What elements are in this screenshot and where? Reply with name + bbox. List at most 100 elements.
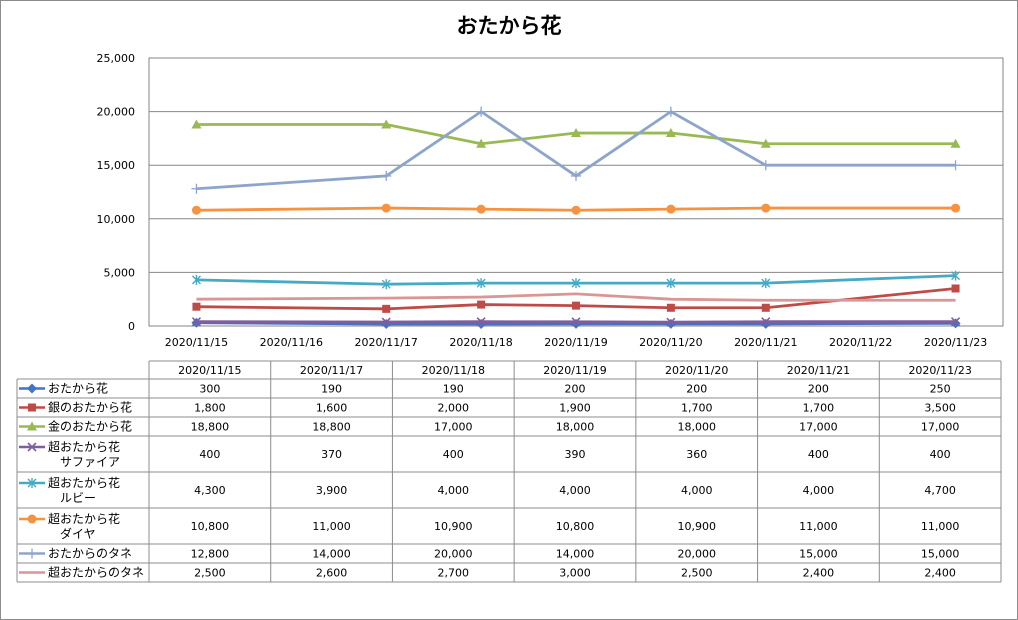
- table-header-cell: 2020/11/23: [908, 364, 971, 377]
- x-tick-label: 2020/11/18: [449, 336, 512, 349]
- series-5-point: [191, 274, 201, 285]
- x-tick-label: 2020/11/19: [544, 336, 607, 349]
- table-value-cell: 14,000: [312, 548, 351, 561]
- series-7-point: [476, 106, 487, 117]
- table-value-cell: 11,000: [312, 520, 351, 533]
- table-value-cell: 1,700: [681, 402, 713, 415]
- series-6-point: [951, 203, 961, 213]
- table-header-cell: 2020/11/15: [178, 364, 241, 377]
- series-7-point: [381, 170, 392, 181]
- table-value-cell: 2,000: [438, 402, 470, 415]
- table-value-cell: 20,000: [677, 548, 716, 561]
- series-7-point: [760, 160, 771, 171]
- series-1-point: [950, 318, 961, 329]
- table-value-cell: 11,000: [921, 520, 960, 533]
- table-value-cell: 190: [321, 383, 342, 396]
- series-3-point: [191, 119, 202, 129]
- series-label: 超おたから花: [48, 439, 120, 454]
- table-value-cell: 4,000: [438, 484, 470, 497]
- y-tick-label: 15,000: [97, 159, 136, 172]
- table-value-cell: 1,600: [316, 402, 348, 415]
- series-6-point: [381, 203, 391, 213]
- series-2-point: [951, 284, 960, 293]
- series-6-point: [571, 205, 581, 215]
- series-7-point: [571, 170, 581, 181]
- legend-key-marker: [27, 478, 37, 488]
- series-6-point: [191, 205, 201, 215]
- series-7-point: [665, 106, 676, 117]
- table-value-cell: 4,300: [194, 484, 226, 497]
- table-value-cell: 10,800: [556, 520, 595, 533]
- series-3-point: [476, 138, 487, 148]
- x-tick-label: 2020/11/22: [829, 336, 892, 349]
- series-2-point: [761, 303, 770, 312]
- y-tick-label: 0: [128, 320, 135, 333]
- table-value-cell: 17,000: [799, 421, 838, 434]
- table-value-cell: 1,700: [803, 402, 835, 415]
- series-1-point: [665, 318, 676, 329]
- series-5-point: [666, 278, 676, 289]
- x-tick-label: 2020/11/20: [639, 336, 702, 349]
- table-value-cell: 190: [443, 383, 464, 396]
- series-6-point: [761, 203, 771, 213]
- series-4-point: [666, 317, 676, 327]
- table-header-cell: 2020/11/17: [300, 364, 363, 377]
- series-5-point: [761, 278, 771, 289]
- series-2-point: [382, 304, 391, 313]
- table-value-cell: 250: [930, 383, 951, 396]
- table-value-cell: 18,800: [312, 421, 351, 434]
- series-5-point: [571, 278, 581, 289]
- series-3-point: [571, 128, 581, 138]
- legend-key-marker: [27, 548, 37, 559]
- series-7-point: [950, 160, 961, 171]
- series-label: 超おたからのタネ: [48, 565, 144, 580]
- series-label-sub: ダイヤ: [60, 526, 96, 541]
- table-value-cell: 18,000: [677, 421, 716, 434]
- series-label: 銀のおたから花: [48, 400, 132, 415]
- x-tick-label: 2020/11/23: [924, 336, 987, 349]
- table-value-cell: 300: [199, 383, 220, 396]
- x-tick-label: 2020/11/15: [165, 336, 228, 349]
- table-value-cell: 20,000: [434, 548, 473, 561]
- series-label: 超おたから花: [48, 475, 120, 490]
- legend-key-marker: [27, 383, 37, 394]
- table-value-cell: 4,000: [681, 484, 713, 497]
- table-value-cell: 200: [686, 383, 707, 396]
- table-value-cell: 4,700: [924, 484, 956, 497]
- series-7-point: [191, 183, 202, 194]
- table-header-cell: 2020/11/20: [665, 364, 728, 377]
- series-label-sub: サファイア: [60, 455, 120, 469]
- chart-title: おたから花: [456, 14, 562, 38]
- series-4-point: [476, 317, 486, 327]
- table-value-cell: 10,800: [191, 520, 230, 533]
- series-3-point: [381, 119, 392, 129]
- series-label: 超おたから花: [48, 511, 120, 526]
- series-5-point: [381, 279, 391, 290]
- table-value-cell: 400: [930, 448, 951, 461]
- table-value-cell: 3,500: [924, 402, 956, 415]
- table-value-cell: 3,000: [559, 567, 591, 580]
- table-value-cell: 15,000: [921, 548, 960, 561]
- table-value-cell: 15,000: [799, 548, 838, 561]
- legend-key-marker: [27, 514, 37, 524]
- y-tick-label: 10,000: [97, 213, 136, 226]
- table-value-cell: 2,600: [316, 567, 348, 580]
- table-value-cell: 390: [565, 448, 586, 461]
- series-4-point: [381, 317, 391, 327]
- table-value-cell: 200: [808, 383, 829, 396]
- table-value-cell: 3,900: [316, 484, 348, 497]
- table-value-cell: 4,000: [803, 484, 835, 497]
- table-value-cell: 2,500: [681, 567, 713, 580]
- table-value-cell: 11,000: [799, 520, 838, 533]
- table-header-cell: 2020/11/21: [787, 364, 850, 377]
- series-label: おたからのタネ: [48, 547, 132, 561]
- table-value-cell: 14,000: [556, 548, 595, 561]
- table-value-cell: 400: [199, 448, 220, 461]
- table-value-cell: 1,800: [194, 402, 226, 415]
- series-4-point: [761, 317, 771, 327]
- series-2-point: [666, 303, 675, 312]
- table-value-cell: 18,800: [191, 421, 230, 434]
- table-value-cell: 10,900: [677, 520, 716, 533]
- table-value-cell: 17,000: [434, 421, 473, 434]
